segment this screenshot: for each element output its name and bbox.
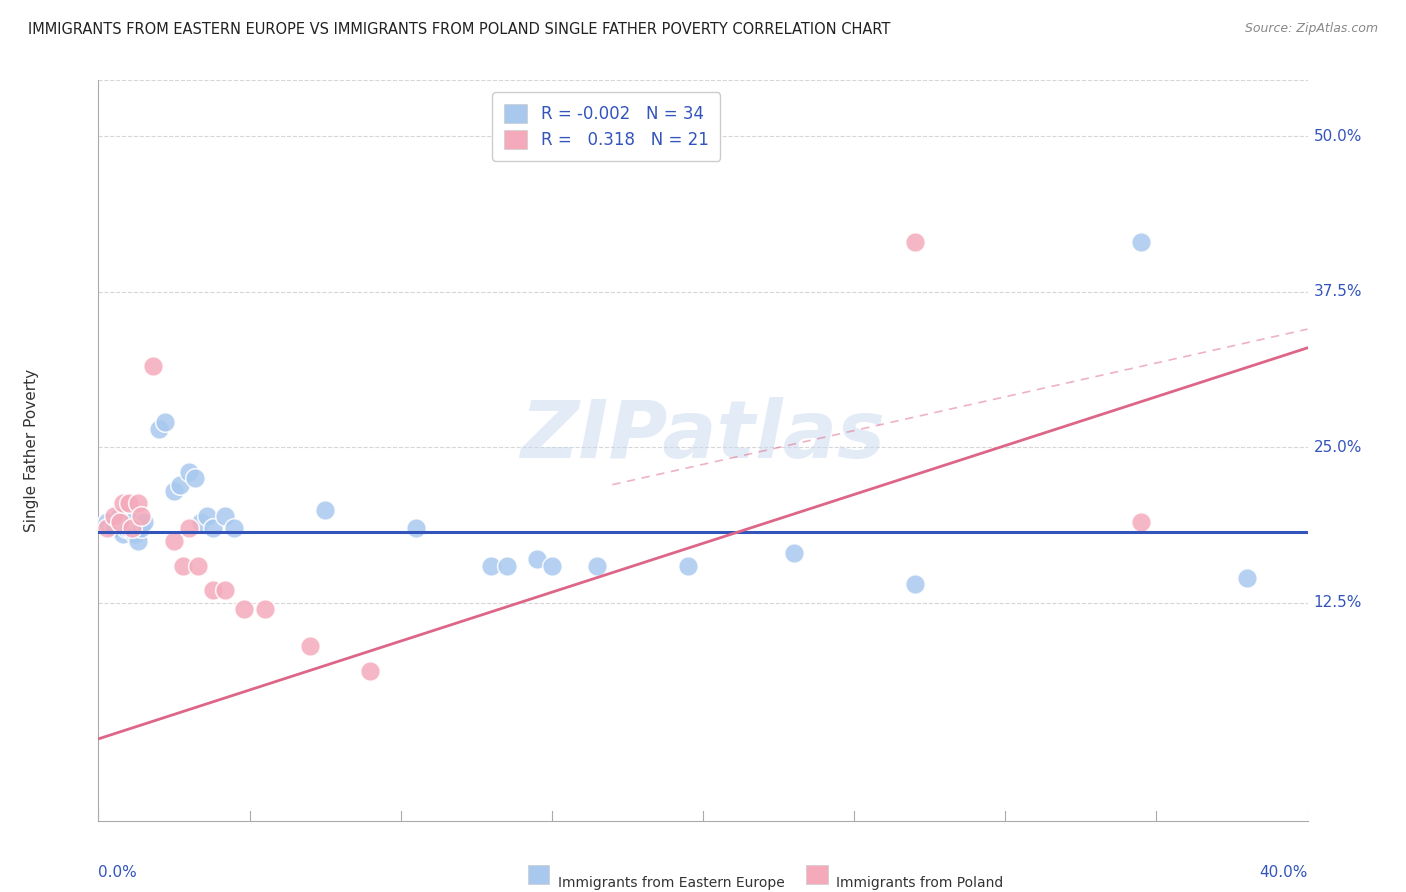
Point (299, 640, 322, 654)
Text: 12.5%: 12.5% (1313, 595, 1362, 610)
Point (108, 515, 131, 529)
Point (172, 558, 194, 573)
Point (96, 515, 118, 529)
Point (184, 471, 207, 485)
Point (187, 558, 209, 573)
Point (540, 558, 562, 573)
Point (526, 552, 548, 566)
Point (111, 496, 134, 510)
Point (177, 465, 201, 479)
Text: 25.0%: 25.0% (1313, 440, 1362, 455)
Text: 50.0%: 50.0% (1313, 128, 1362, 144)
Point (1130, 515, 1153, 529)
Point (586, 558, 609, 573)
Point (214, 583, 236, 598)
Legend: R = -0.002   N = 34, R =   0.318   N = 21: R = -0.002 N = 34, R = 0.318 N = 21 (492, 92, 720, 161)
Point (1130, 235, 1153, 249)
Point (195, 508, 218, 523)
Point (118, 521, 141, 535)
Point (142, 359, 165, 374)
Point (103, 521, 125, 535)
Point (904, 235, 927, 249)
Point (132, 515, 155, 529)
Point (1236, 571, 1258, 585)
Point (124, 527, 146, 541)
Point (214, 508, 236, 523)
Point (163, 483, 186, 498)
Point (202, 583, 225, 598)
Point (495, 558, 517, 573)
Point (202, 521, 225, 535)
Text: 37.5%: 37.5% (1313, 285, 1362, 300)
Point (177, 521, 201, 535)
Point (108, 508, 131, 523)
Text: Single Father Poverty: Single Father Poverty (24, 369, 39, 532)
Point (232, 602, 254, 616)
Point (148, 422, 170, 436)
Text: Immigrants from Poland: Immigrants from Poland (837, 876, 1004, 890)
Point (676, 558, 699, 573)
Point (405, 521, 427, 535)
Point (190, 515, 212, 529)
Point (153, 416, 176, 430)
Point (224, 521, 246, 535)
Point (360, 665, 382, 679)
Point (121, 515, 143, 529)
Point (169, 477, 191, 491)
FancyBboxPatch shape (806, 865, 828, 884)
Point (118, 496, 141, 510)
Point (163, 533, 186, 548)
Point (111, 527, 134, 541)
Point (129, 521, 152, 535)
Point (129, 508, 152, 523)
Point (314, 502, 336, 516)
Text: Source: ZipAtlas.com: Source: ZipAtlas.com (1244, 22, 1378, 36)
Point (103, 508, 125, 523)
Text: IMMIGRANTS FROM EASTERN EUROPE VS IMMIGRANTS FROM POLAND SINGLE FATHER POVERTY C: IMMIGRANTS FROM EASTERN EUROPE VS IMMIGR… (28, 22, 890, 37)
Point (121, 521, 143, 535)
Point (253, 602, 276, 616)
Point (127, 496, 149, 510)
Point (96, 521, 118, 535)
Point (127, 533, 149, 548)
FancyBboxPatch shape (527, 865, 550, 884)
Point (114, 521, 136, 535)
Text: ZIPatlas: ZIPatlas (520, 397, 886, 475)
Text: Immigrants from Eastern Europe: Immigrants from Eastern Europe (558, 876, 785, 890)
Text: 40.0%: 40.0% (1260, 865, 1308, 880)
Point (481, 558, 503, 573)
Text: 0.0%: 0.0% (98, 865, 138, 880)
Point (782, 546, 804, 560)
Point (904, 577, 927, 591)
